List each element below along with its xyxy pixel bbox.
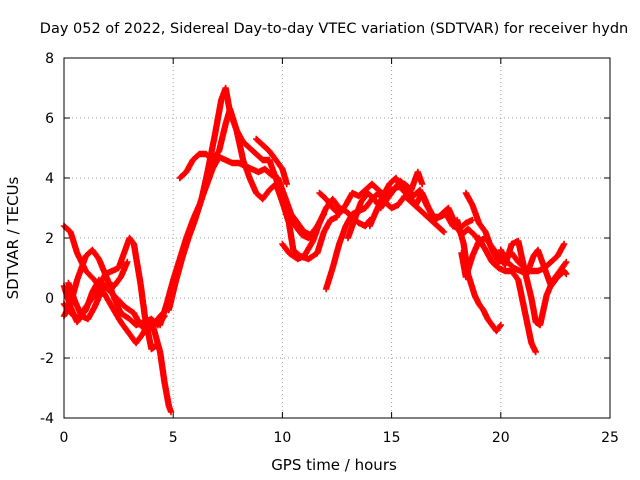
plus-markers [165, 84, 319, 314]
series-track-7 [165, 84, 319, 314]
series-track-18 [475, 234, 539, 356]
plus-markers [366, 174, 485, 248]
plus-markers [176, 105, 341, 263]
x-tick-label: 20 [492, 430, 510, 446]
plus-markers [253, 135, 290, 188]
y-tick-label: 2 [45, 231, 54, 247]
grid-lines [64, 58, 610, 418]
series-track-14 [366, 174, 485, 248]
series-track-5 [65, 258, 131, 323]
plus-markers [156, 153, 328, 329]
x-tick-label: 0 [60, 430, 69, 446]
plus-markers [65, 258, 131, 323]
y-tick-label: -2 [40, 351, 54, 367]
series-track-16 [453, 216, 504, 335]
y-tick-label: 8 [45, 51, 54, 67]
series-track-19 [497, 246, 570, 290]
x-tick-label: 5 [169, 430, 178, 446]
series-track-6 [156, 153, 328, 329]
plus-markers [497, 246, 570, 290]
series-track-10 [279, 195, 373, 263]
x-tick-label: 25 [601, 430, 619, 446]
x-axis-label: GPS time / hours [271, 456, 397, 474]
data-marks [60, 84, 570, 416]
y-tick-label: 4 [45, 171, 54, 187]
series-track-15 [462, 189, 568, 275]
series-track-9 [253, 135, 290, 188]
y-tick-label: 0 [45, 291, 54, 307]
plus-markers [453, 216, 504, 335]
plus-markers [462, 189, 568, 275]
x-tick-label: 15 [383, 430, 401, 446]
series-track-8 [176, 105, 341, 263]
y-tick-label: 6 [45, 111, 54, 127]
plus-markers [475, 234, 539, 356]
y-axis-label: SDTVAR / TECUs [4, 176, 22, 299]
x-tick-label: 10 [273, 430, 291, 446]
y-tick-label: -4 [40, 411, 54, 427]
plot-frame [63, 57, 611, 419]
plus-markers [279, 195, 373, 263]
chart-title: Day 052 of 2022, Sidereal Day-to-day VTE… [40, 21, 628, 37]
